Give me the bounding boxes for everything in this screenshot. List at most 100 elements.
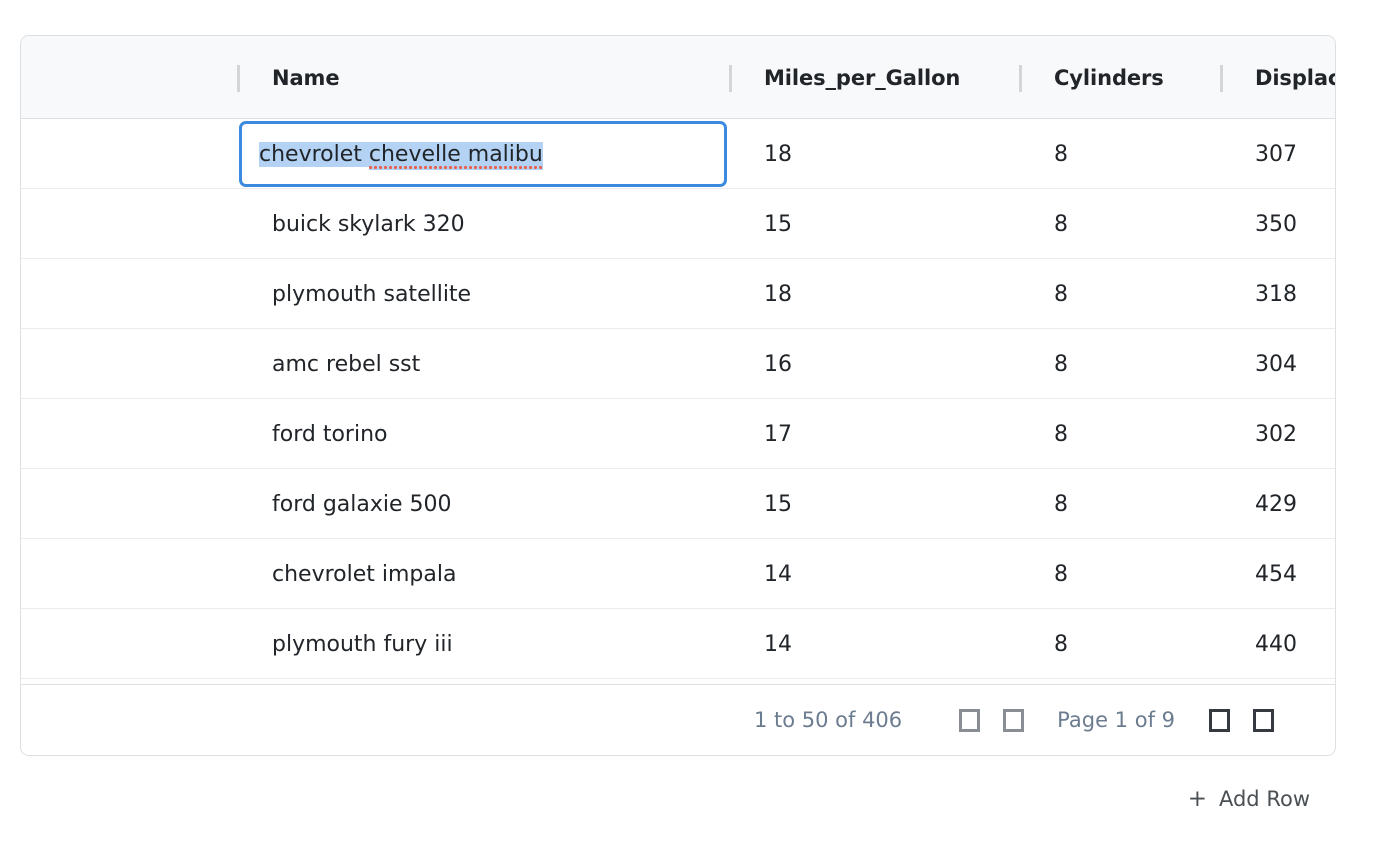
cell-value: amc rebel sst (272, 351, 421, 377)
cell-name[interactable]: plymouth satellite (237, 259, 729, 329)
cell-name[interactable]: ford galaxie 500 (237, 469, 729, 539)
column-header-label: Miles_per_Gallon (764, 65, 961, 90)
table-row[interactable]: plymouth fury iii 14 8 440 (21, 609, 1335, 679)
cell-value: chevrolet impala (272, 561, 457, 587)
cell-value: 318 (1255, 281, 1297, 307)
cell-miles_per_gallon[interactable]: 15 (729, 189, 1019, 259)
column-header-name[interactable]: Name (237, 36, 729, 119)
cell-editor-misspelled-text: chevelle malibu (368, 141, 543, 170)
table-row[interactable]: ford torino 17 8 302 (21, 399, 1335, 469)
row-gutter-cell[interactable] (21, 539, 237, 609)
table-row[interactable]: chevrolet chevelle malibu 18 8 307 (21, 119, 1335, 189)
table-row[interactable]: chevrolet impala 14 8 454 (21, 539, 1335, 609)
cell-cylinders[interactable]: 8 (1019, 609, 1220, 679)
pagination-range-label: 1 to 50 of 406 (753, 708, 903, 732)
cell-value: 8 (1054, 631, 1068, 657)
table-row[interactable]: plymouth satellite 18 8 318 (21, 259, 1335, 329)
column-resize-handle-name[interactable] (237, 65, 240, 92)
column-header-cylinders[interactable]: Cylinders (1019, 36, 1220, 119)
table-row[interactable]: ford galaxie 500 15 8 429 (21, 469, 1335, 539)
table-row[interactable]: amc rebel sst 16 8 304 (21, 329, 1335, 399)
cell-name[interactable]: amc rebel sst (237, 329, 729, 399)
cell-value: 429 (1255, 491, 1297, 517)
cell-editor-value[interactable]: chevrolet chevelle malibu (242, 141, 543, 170)
cell-cylinders[interactable]: 8 (1019, 539, 1220, 609)
cell-name[interactable]: chevrolet impala (237, 539, 729, 609)
column-header-miles_per_gallon[interactable]: Miles_per_Gallon (729, 36, 1019, 119)
cell-cylinders[interactable]: 8 (1019, 399, 1220, 469)
cell-value: 8 (1054, 561, 1068, 587)
cell-value: 18 (764, 141, 792, 167)
cell-miles_per_gallon[interactable]: 16 (729, 329, 1019, 399)
pagination-page-label: Page 1 of 9 (1057, 708, 1175, 732)
row-gutter-cell[interactable] (21, 189, 237, 259)
double-chevron-right-icon (1252, 708, 1274, 732)
cell-displacement[interactable]: 304 (1220, 329, 1335, 399)
double-chevron-left-icon (958, 708, 980, 732)
cell-cylinders[interactable]: 8 (1019, 469, 1220, 539)
cell-name[interactable]: buick skylark 320 (237, 189, 729, 259)
cell-name[interactable]: plymouth fury iii (237, 609, 729, 679)
table-row[interactable]: buick skylark 320 15 8 350 (21, 189, 1335, 259)
cell-value: 16 (764, 351, 792, 377)
cell-displacement[interactable]: 302 (1220, 399, 1335, 469)
column-resize-handle-displacement[interactable] (1220, 65, 1223, 92)
cell-displacement[interactable]: 350 (1220, 189, 1335, 259)
cell-name[interactable]: ford torino (237, 399, 729, 469)
row-gutter-cell[interactable] (21, 609, 237, 679)
data-grid-panel: Name Miles_per_Gallon Cylinders Displacemen… (20, 35, 1336, 756)
row-gutter-cell[interactable] (21, 399, 237, 469)
column-header-gutter (21, 36, 237, 119)
cell-value: 18 (764, 281, 792, 307)
cell-displacement[interactable]: 307 (1220, 119, 1335, 189)
column-header-displacement[interactable]: Displacement (1220, 36, 1335, 119)
cell-value: 454 (1255, 561, 1297, 587)
grid-pagination-footer: 1 to 50 of 406 Page 1 of 9 (21, 684, 1335, 755)
cell-editor-name[interactable]: chevrolet chevelle malibu (239, 121, 727, 187)
column-resize-handle-cylinders[interactable] (1019, 65, 1022, 92)
previous-page-button[interactable] (991, 702, 1035, 738)
cell-cylinders[interactable]: 8 (1019, 329, 1220, 399)
cell-value: 17 (764, 421, 792, 447)
cell-value: 14 (764, 631, 792, 657)
plus-icon: + (1187, 785, 1207, 812)
cell-displacement[interactable]: 440 (1220, 609, 1335, 679)
cell-miles_per_gallon[interactable]: 18 (729, 119, 1019, 189)
cell-miles_per_gallon[interactable]: 18 (729, 259, 1019, 329)
cell-cylinders[interactable]: 8 (1019, 259, 1220, 329)
column-header-label: Cylinders (1054, 65, 1164, 90)
cell-value: 302 (1255, 421, 1297, 447)
cell-miles_per_gallon[interactable]: 15 (729, 469, 1019, 539)
cell-displacement[interactable]: 318 (1220, 259, 1335, 329)
cell-miles_per_gallon[interactable]: 17 (729, 399, 1019, 469)
chevron-left-icon (1002, 708, 1024, 732)
chevron-right-icon (1208, 708, 1230, 732)
cell-value: 350 (1255, 211, 1297, 237)
last-page-button[interactable] (1241, 702, 1285, 738)
cell-miles_per_gallon[interactable]: 14 (729, 609, 1019, 679)
cell-value: 8 (1054, 281, 1068, 307)
cell-value: ford torino (272, 421, 388, 447)
cell-value: ford galaxie 500 (272, 491, 452, 517)
cell-cylinders[interactable]: 8 (1019, 189, 1220, 259)
cell-displacement[interactable]: 429 (1220, 469, 1335, 539)
cell-value: 304 (1255, 351, 1297, 377)
cell-value: plymouth satellite (272, 281, 472, 307)
column-resize-handle-miles_per_gallon[interactable] (729, 65, 732, 92)
cell-miles_per_gallon[interactable]: 14 (729, 539, 1019, 609)
row-gutter-cell[interactable] (21, 119, 237, 189)
cell-value: 307 (1255, 141, 1297, 167)
next-page-button[interactable] (1197, 702, 1241, 738)
row-gutter-cell[interactable] (21, 259, 237, 329)
row-gutter-cell[interactable] (21, 329, 237, 399)
add-row-button[interactable]: + Add Row (1186, 783, 1312, 815)
cell-value: 8 (1054, 491, 1068, 517)
row-gutter-cell[interactable] (21, 469, 237, 539)
cell-cylinders[interactable]: 8 (1019, 119, 1220, 189)
cell-displacement[interactable]: 454 (1220, 539, 1335, 609)
cell-value: buick skylark 320 (272, 211, 465, 237)
first-page-button[interactable] (947, 702, 991, 738)
cell-value: 8 (1054, 351, 1068, 377)
column-header-label: Displacement (1255, 65, 1335, 90)
column-header-label: Name (272, 65, 340, 90)
